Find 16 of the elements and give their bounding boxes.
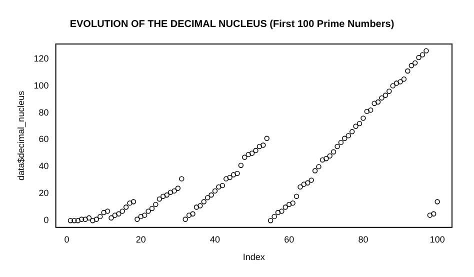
x-tick-label: 100: [430, 234, 445, 244]
y-tick-label: 100: [34, 80, 49, 90]
x-tick-label: 40: [210, 234, 220, 244]
x-tick-label: 80: [358, 234, 368, 244]
x-tick-label: 20: [136, 234, 146, 244]
y-tick-label: 0: [44, 215, 49, 226]
y-axis-title: data$decimal_nucleus: [16, 90, 26, 180]
y-tick-label: 60: [38, 134, 49, 144]
x-tick-label: 60: [284, 234, 294, 244]
y-tick-label: 40: [38, 161, 49, 172]
y-tick-label: 80: [38, 107, 49, 118]
x-axis-title: Index: [242, 252, 266, 262]
chart-title: EVOLUTION OF THE DECIMAL NUCLEUS (First 100 Prime Numbers): [70, 18, 394, 30]
y-tick-label: 120: [34, 53, 49, 64]
y-tick-label: 20: [38, 188, 49, 198]
x-tick-label: 0: [64, 234, 70, 244]
